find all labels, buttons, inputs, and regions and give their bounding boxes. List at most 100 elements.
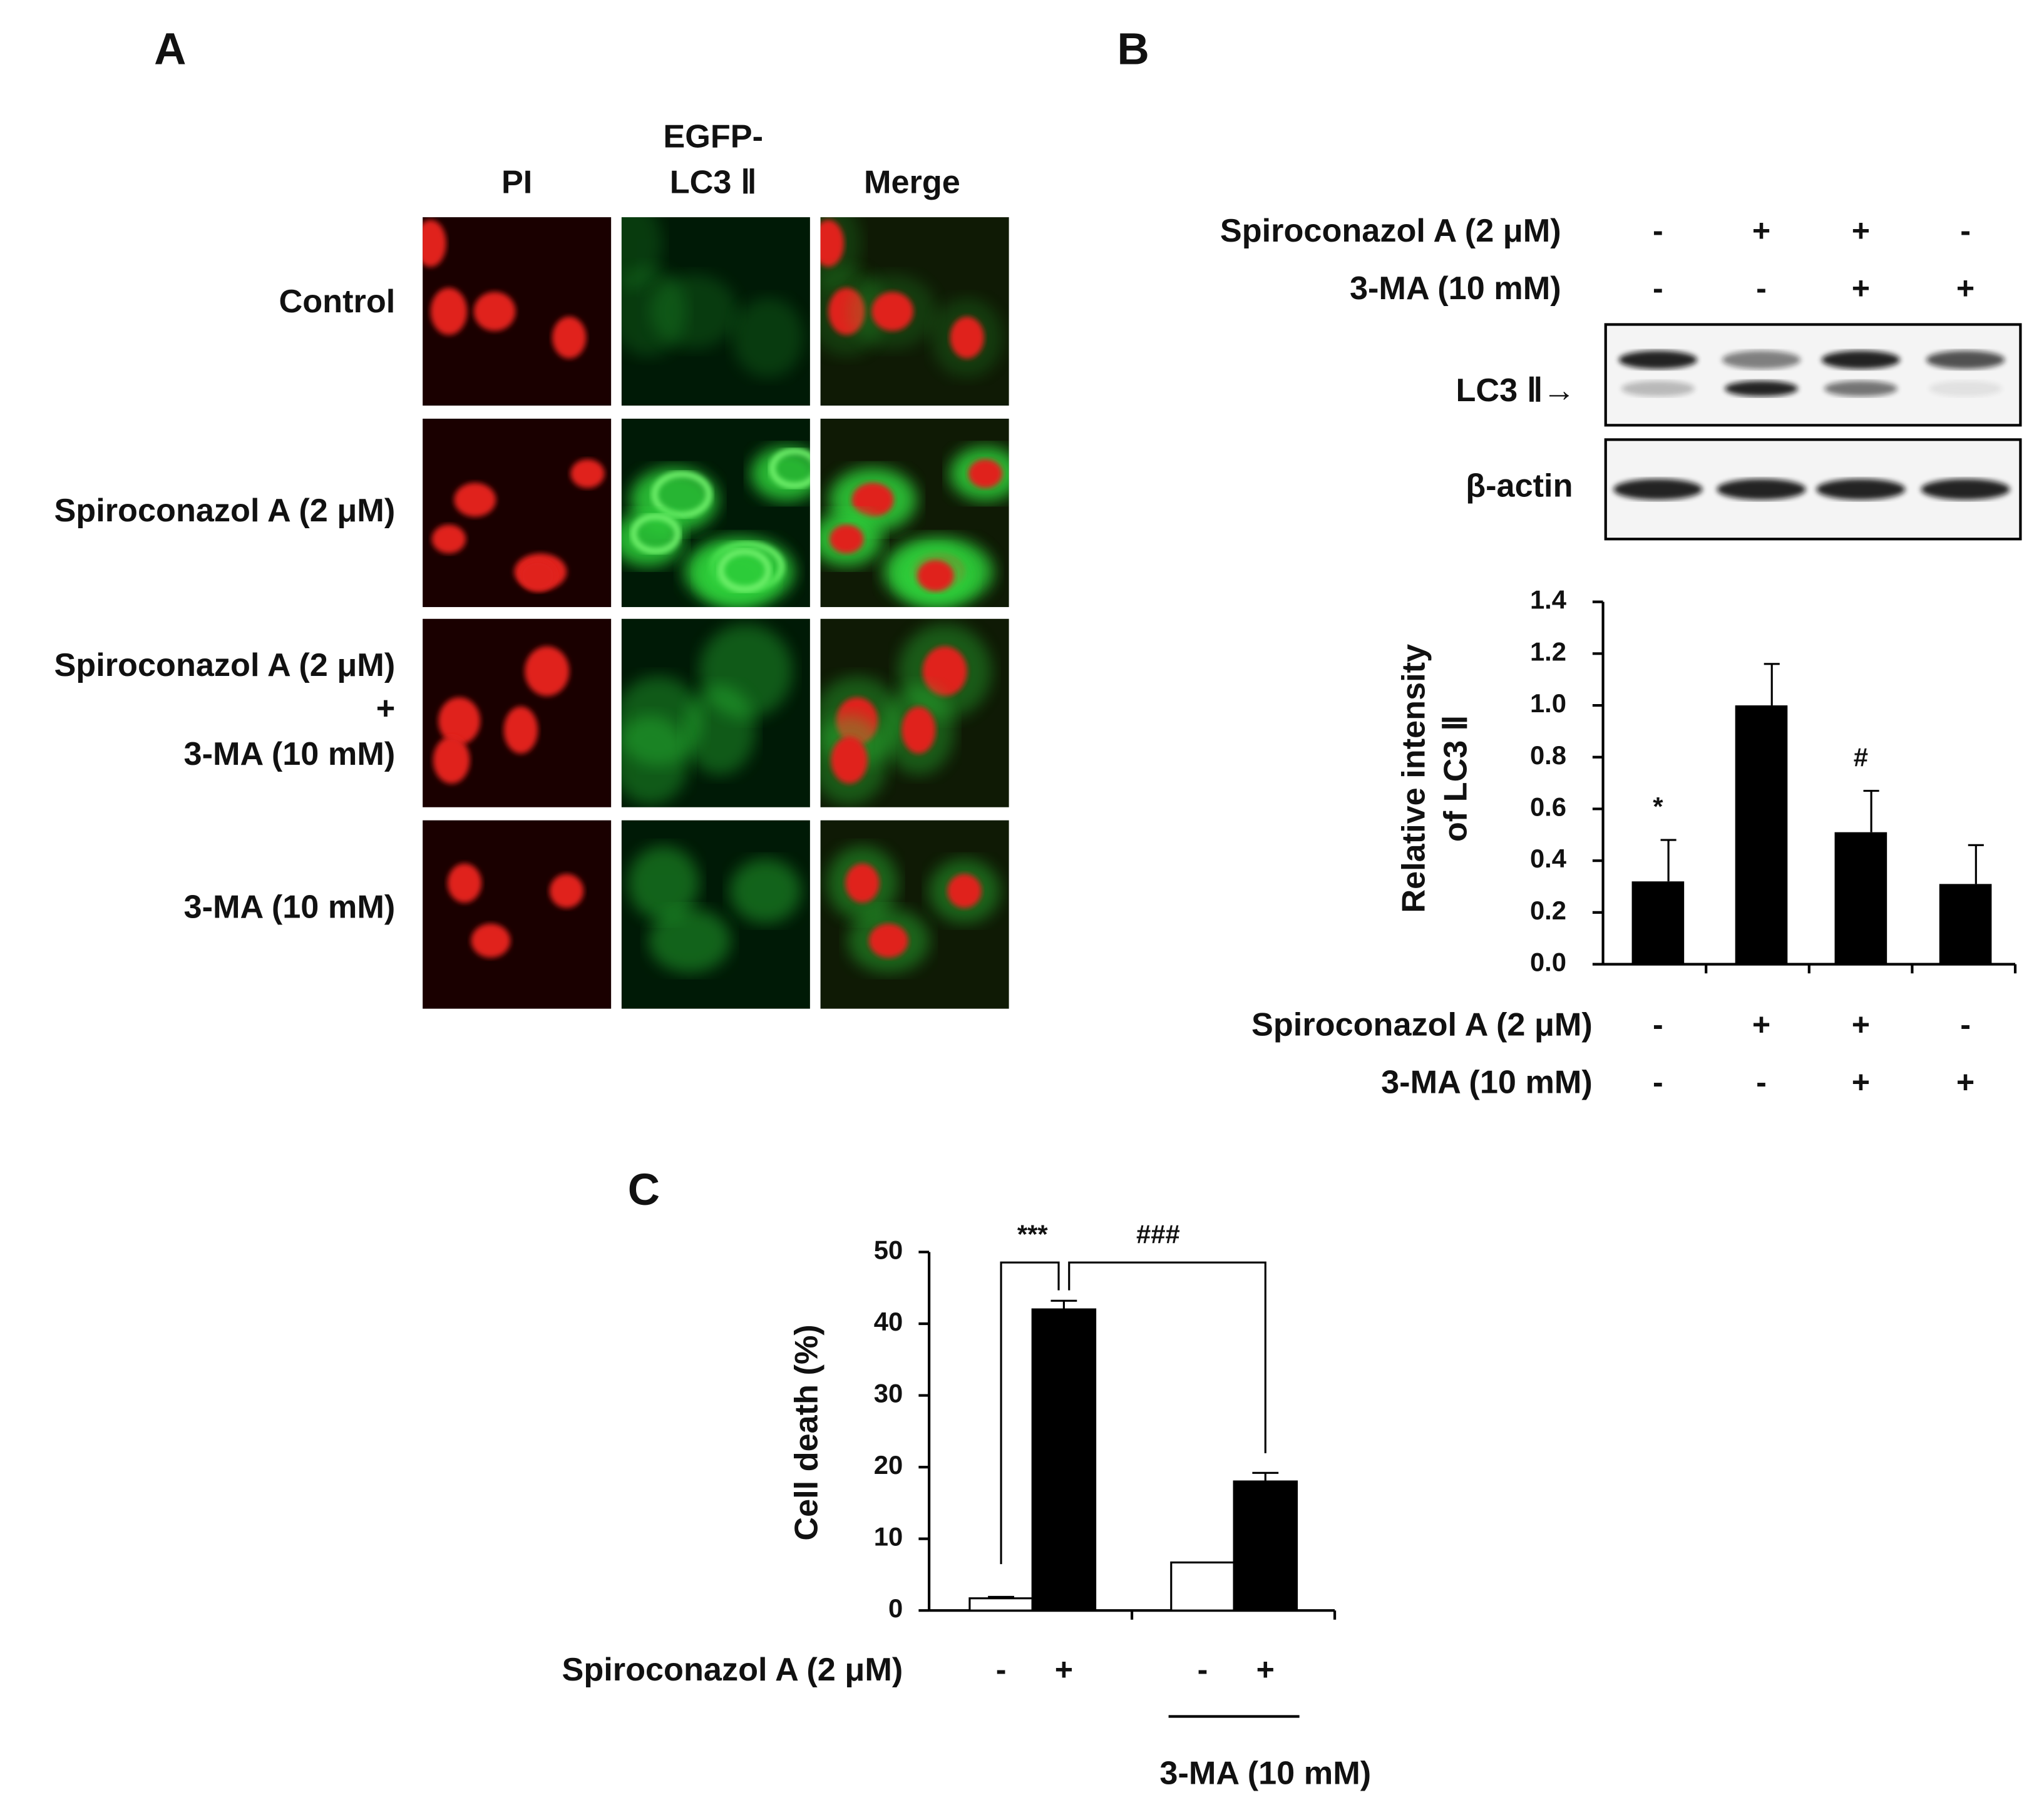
treatment-sign: + — [1956, 1065, 1975, 1100]
treatment-label: Spiroconazol A (2 μM) — [1220, 213, 1561, 249]
treatment-label: 3-MA (10 mM) — [1350, 270, 1561, 307]
cytoplasm — [627, 846, 699, 921]
nucleus — [570, 459, 605, 488]
column-header: LC3 Ⅱ — [670, 165, 757, 201]
y-axis-label: Cell death (%) — [789, 1324, 825, 1540]
nucleus — [922, 646, 967, 697]
nucleus — [820, 220, 845, 267]
row-label: Spiroconazol A (2 μM) — [54, 493, 395, 529]
treatment-sign: - — [1653, 270, 1663, 305]
bar — [1834, 832, 1887, 964]
cytoplasm — [684, 685, 756, 775]
treatment-sign: + — [1752, 1007, 1770, 1042]
nucleus — [438, 697, 481, 745]
bar-sign-label: + — [1256, 1652, 1275, 1687]
blot-band — [1724, 381, 1799, 397]
blot-band — [1613, 479, 1703, 500]
treatment-sign: - — [1960, 1007, 1971, 1042]
error-bar — [1050, 1299, 1077, 1310]
panel-label: A — [154, 24, 186, 74]
nucleus — [917, 560, 954, 591]
nucleus — [431, 524, 466, 554]
treatment-sign: - — [1653, 1065, 1663, 1100]
cytoplasm — [648, 908, 731, 973]
nucleus — [901, 706, 936, 754]
panel-label: B — [1117, 24, 1149, 74]
cytoplasm — [649, 274, 738, 349]
column-header: Merge — [864, 165, 960, 201]
y-tick-label: 1.2 — [1530, 637, 1566, 666]
treatment-sign: + — [1852, 1007, 1870, 1042]
treatment-sign: + — [1956, 270, 1975, 305]
panel-label: C — [628, 1165, 660, 1215]
y-tick-label: 0.8 — [1530, 740, 1566, 770]
blot-band — [1929, 381, 2003, 397]
cells — [621, 446, 810, 607]
y-tick-label: 0.4 — [1530, 844, 1567, 873]
significance: * — [1653, 792, 1663, 821]
column-header: PI — [501, 165, 532, 201]
bar-sign-label: - — [996, 1652, 1007, 1687]
error-bar — [1764, 663, 1780, 706]
nucleus — [430, 287, 468, 335]
y-tick-label: 0.2 — [1530, 896, 1566, 925]
nucleus — [947, 874, 982, 908]
y-axis-label: of LC3 Ⅱ — [1437, 715, 1474, 842]
column-header: EGFP- — [663, 118, 763, 155]
bar — [1939, 884, 1992, 964]
puncta — [651, 471, 712, 519]
bar — [1233, 1480, 1298, 1612]
nucleus — [950, 316, 984, 359]
cytoplasm — [729, 858, 801, 924]
nucleus — [968, 459, 1003, 488]
nucleus — [433, 736, 470, 784]
y-tick-label: 30 — [874, 1379, 903, 1408]
y-tick-label: 0 — [888, 1593, 903, 1623]
blot-frame — [1604, 323, 2022, 427]
row-label: 3-MA (10 mM) — [184, 736, 396, 772]
cells — [431, 459, 605, 591]
y-tick-label: 50 — [874, 1235, 903, 1265]
bar — [1631, 881, 1685, 964]
bar — [1031, 1308, 1097, 1612]
cells — [820, 623, 992, 805]
bar-sign-label: + — [1055, 1652, 1073, 1687]
treatment-sign: + — [1752, 213, 1770, 248]
band-label: β-actin — [1466, 468, 1573, 504]
nucleus — [868, 923, 908, 958]
treatment-sign: - — [1756, 270, 1767, 305]
nucleus — [503, 706, 538, 754]
significance: *** — [1017, 1219, 1049, 1249]
x-axis-label: Spiroconazol A (2 μM) — [562, 1652, 903, 1688]
cells — [820, 446, 1009, 607]
nucleus — [831, 736, 868, 784]
treatment-label: 3-MA (10 mM) — [1381, 1065, 1593, 1101]
blot-band — [1816, 479, 1906, 500]
nucleus — [871, 292, 914, 331]
significance: # — [1854, 742, 1868, 772]
blot-band — [1722, 350, 1801, 369]
micrograph — [423, 820, 612, 1009]
bar-sign-label: - — [1198, 1652, 1208, 1687]
nucleus — [552, 316, 587, 359]
nucleus — [851, 483, 894, 517]
cells — [820, 217, 1003, 377]
significance-bracket — [1000, 1261, 1060, 1565]
nucleus — [829, 524, 864, 554]
error-bar — [1660, 839, 1677, 882]
puncta — [630, 513, 681, 555]
error-bar — [1968, 844, 1984, 884]
nucleus — [549, 874, 584, 908]
row-label: + — [376, 690, 396, 727]
bar — [1735, 705, 1788, 964]
treatment-sign: - — [1653, 1007, 1663, 1042]
nucleus — [454, 483, 496, 517]
treatment-sign: + — [1852, 270, 1870, 305]
cells — [826, 846, 1000, 973]
nucleus — [845, 863, 880, 903]
nucleus — [519, 560, 557, 591]
significance-bracket — [1068, 1261, 1266, 1453]
significance: ### — [1136, 1219, 1180, 1249]
row-label: 3-MA (10 mM) — [184, 889, 396, 926]
